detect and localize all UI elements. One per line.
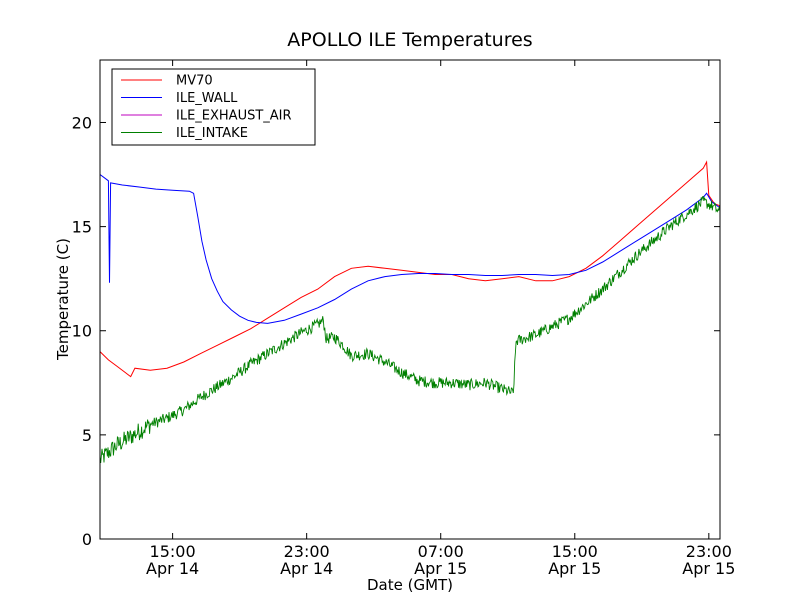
x-axis-label: Date (GMT) [367, 576, 453, 594]
y-axis-label: Temperature (C) [54, 238, 72, 361]
x-tick-label-time: 23:00 [686, 542, 732, 561]
y-tick-label: 20 [72, 113, 92, 132]
x-tick-label-date: Apr 15 [682, 559, 735, 578]
series-line-ile-wall [99, 174, 721, 324]
x-tick-label-date: Apr 14 [146, 559, 199, 578]
x-tick-label-time: 15:00 [150, 542, 196, 561]
x-tick-label-time: 15:00 [552, 542, 598, 561]
y-tick-label: 15 [72, 218, 92, 237]
y-tick-label: 10 [72, 322, 92, 341]
legend-label: MV70 [176, 74, 213, 89]
x-tick-label-date: Apr 15 [548, 559, 601, 578]
x-tick-label-date: Apr 14 [280, 559, 333, 578]
y-tick-label: 0 [82, 530, 92, 549]
chart-title: APOLLO ILE Temperatures [287, 29, 532, 51]
x-tick-label-time: 07:00 [418, 542, 464, 561]
series-line-ile-intake [99, 195, 721, 463]
y-axis: 0 5 10 15 20 [72, 113, 720, 549]
x-tick-label-time: 23:00 [284, 542, 330, 561]
series-line-mv70 [99, 160, 721, 378]
x-tick-label-date: Apr 15 [414, 559, 467, 578]
plot-series [99, 160, 721, 463]
y-tick-label: 5 [82, 426, 92, 445]
plot-frame [99, 59, 721, 540]
legend: MV70 ILE_WALL ILE_EXHAUST_AIR ILE_INTAKE [111, 68, 316, 146]
legend-label: ILE_WALL [176, 91, 238, 106]
legend-label: ILE_EXHAUST_AIR [176, 109, 292, 124]
legend-label: ILE_INTAKE [176, 126, 248, 141]
